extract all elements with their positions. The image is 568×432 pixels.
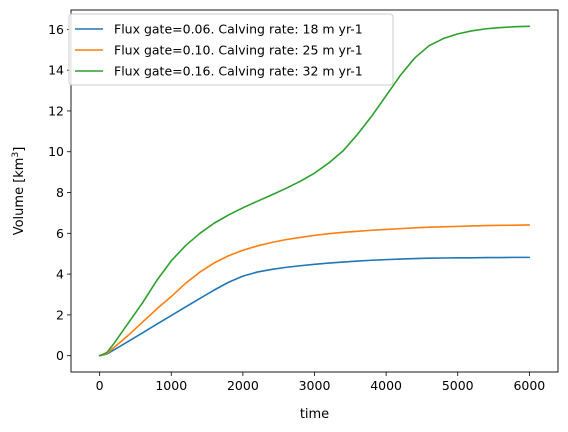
x-tick-label: 1000 <box>155 378 187 393</box>
y-tick-label: 16 <box>48 22 64 37</box>
y-tick-label: 12 <box>48 103 64 118</box>
x-axis-label: time <box>300 407 329 422</box>
x-axis-ticks: 0 1000 2000 3000 4000 5000 6000 <box>96 372 545 393</box>
legend-box <box>68 13 394 86</box>
x-tick-label: 6000 <box>513 378 545 393</box>
legend: Flux gate=0.06. Calving rate: 18 m yr-1 F… <box>68 13 394 86</box>
series-lines <box>98 25 531 357</box>
legend-label-1: Flux gate=0.06. Calving rate: 18 m yr-1 <box>114 22 363 37</box>
y-tick-label: 2 <box>56 307 64 322</box>
legend-entries: Flux gate=0.06. Calving rate: 18 m yr-1 F… <box>75 22 363 79</box>
y-tick-label: 6 <box>56 226 64 241</box>
y-tick-label: 4 <box>56 267 64 282</box>
y-axis-ticks: 0 2 4 6 8 10 12 14 16 <box>48 22 71 363</box>
x-tick-label: 5000 <box>442 378 474 393</box>
y-tick-label: 8 <box>56 185 64 200</box>
series-line-2 <box>98 224 531 357</box>
y-tick-label: 0 <box>56 348 64 363</box>
y-axis-label: Volume [km3] <box>11 147 27 236</box>
y-tick-label: 14 <box>48 63 64 78</box>
legend-label-2: Flux gate=0.10. Calving rate: 25 m yr-1 <box>114 43 363 58</box>
x-tick-label: 3000 <box>299 378 331 393</box>
x-tick-label: 2000 <box>227 378 259 393</box>
series-line-3 <box>98 25 531 357</box>
y-tick-label: 10 <box>48 144 64 159</box>
x-tick-label: 4000 <box>370 378 402 393</box>
legend-label-3: Flux gate=0.16. Calving rate: 32 m yr-1 <box>114 64 363 79</box>
series-line-1 <box>98 256 531 357</box>
x-tick-label: 0 <box>96 378 104 393</box>
